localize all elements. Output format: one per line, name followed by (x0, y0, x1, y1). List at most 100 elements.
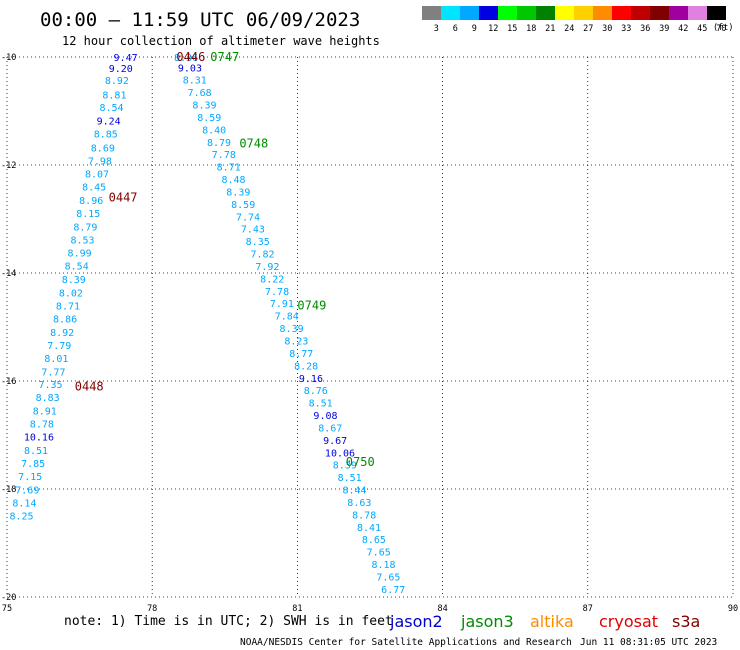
colorbar-swatch (688, 6, 707, 20)
swh-value-label: 8.92 (50, 328, 74, 339)
swh-value-label: 9.20 (109, 64, 133, 75)
swh-value-label: 8.39 (62, 275, 86, 286)
colorbar-tick-label: 36 (640, 24, 650, 34)
colorbar-swatch (555, 6, 574, 20)
pass-time-label: 0446 (176, 50, 205, 64)
swh-value-label: 8.07 (85, 170, 109, 181)
colorbar-tick-label: 21 (545, 24, 555, 34)
colorbar-swatch (460, 6, 479, 20)
pass-time-label: 0747 (210, 50, 239, 64)
swh-value-label: 7.92 (255, 262, 279, 273)
swh-value-label: 8.39 (333, 461, 357, 472)
swh-value-label: 10.06 (325, 448, 355, 459)
swh-value-label: 6.77 (381, 585, 405, 596)
colorbar-tick-label: 39 (659, 24, 669, 34)
satellite-legend-s3a: s3a (672, 612, 700, 631)
colorbar-tick-label: 24 (564, 24, 574, 34)
footer-timestamp: Jun 11 08:31:05 UTC 2023 (580, 637, 717, 648)
plot-grid: 75 78 81 84 87 90 -10 -12 -14 -16 -18 -20 (1, 53, 738, 614)
swh-value-label: 7.78 (212, 150, 236, 161)
colorbar-tick-label: 45 (697, 24, 707, 34)
y-tick-label: -18 (1, 485, 16, 495)
colorbar-tick-label: 33 (621, 24, 631, 34)
colorbar-tick-label: 12 (488, 24, 498, 34)
swh-value-label: 8.78 (30, 420, 54, 431)
colorbar-swatch (536, 6, 555, 20)
satellite-legend-jason3: jason3 (460, 612, 514, 631)
swh-value-label: 8.02 (59, 288, 83, 299)
colorbar-swatch (517, 6, 536, 20)
swh-value-label: 8.45 (82, 183, 106, 194)
swh-value-label: 8.14 (12, 499, 36, 510)
swh-value-label: 8.22 (260, 274, 284, 285)
x-tick-label: 84 (437, 604, 447, 614)
swh-value-label: 8.69 (91, 144, 115, 155)
swh-value-label: 8.91 (33, 407, 57, 418)
swh-value-label: 8.65 (362, 535, 386, 546)
y-tick-label: -16 (1, 377, 16, 387)
swh-value-label: 7.74 (236, 212, 260, 223)
swh-value-label: 7.77 (41, 367, 65, 378)
colorbar-swatch (498, 6, 517, 20)
pass-time-label: 0448 (75, 379, 104, 393)
colorbar-tick-label: 70 (716, 24, 726, 34)
y-tick-label: -12 (1, 161, 16, 171)
swh-value-label: 10.16 (24, 433, 54, 444)
colorbar-tick-label: 18 (526, 24, 536, 34)
swh-value-label: 7.65 (376, 572, 400, 583)
x-tick-label: 87 (583, 604, 593, 614)
colorbar-legend: 3 6 9 12 15 18 21 24 27 30 33 36 39 42 45 70 (422, 6, 726, 34)
swh-value-label: 9.08 (313, 411, 337, 422)
chart-subtitle: 12 hour collection of altimeter wave hei… (62, 34, 380, 48)
swh-value-label: 8.23 (284, 337, 308, 348)
swh-value-label: 7.69 (15, 486, 39, 497)
swh-value-label: 8.51 (309, 399, 333, 410)
swh-value-label: 8.96 (79, 196, 103, 207)
swh-value-label: 8.92 (105, 76, 129, 87)
swh-value-label: 9.03 (178, 63, 202, 74)
satellite-legend-cryosat: cryosat (599, 612, 658, 631)
swh-value-label: 8.67 (318, 423, 342, 434)
swh-value-label: 8.48 (221, 175, 245, 186)
colorbar-swatch (479, 6, 498, 20)
swh-value-label: 8.79 (73, 223, 97, 234)
swh-value-label: 8.28 (294, 361, 318, 372)
colorbar-tick-label: 15 (507, 24, 517, 34)
x-tick-label: 75 (2, 604, 12, 614)
x-tick-label: 81 (292, 604, 302, 614)
swh-value-label: 7.98 (88, 157, 112, 168)
colorbar-swatch (612, 6, 631, 20)
swh-value-label: 8.99 (68, 248, 92, 259)
swh-value-label: 9.47 (114, 53, 138, 64)
swh-value-label: 7.78 (265, 287, 289, 298)
colorbar-swatch (441, 6, 460, 20)
colorbar-tick-label: 6 (453, 24, 458, 34)
satellite-legend-altika: altika (530, 612, 574, 631)
swh-value-label: 9.16 (299, 374, 323, 385)
wave-height-labels: 9.479.208.928.818.549.248.858.697.988.07… (9, 53, 405, 596)
swh-value-label: 8.86 (53, 314, 77, 325)
swh-value-label: 8.85 (94, 130, 118, 141)
footer-note: note: 1) Time is in UTC; 2) SWH is in fe… (64, 614, 393, 629)
swh-value-label: 7.15 (18, 472, 42, 483)
swh-value-label: 8.54 (65, 261, 89, 272)
swh-value-label: 8.77 (289, 349, 313, 360)
pass-time-label: 0447 (109, 190, 138, 204)
swh-value-label: 8.15 (76, 209, 100, 220)
pass-time-label: 0750 (346, 455, 375, 469)
swh-value-label: 8.39 (192, 101, 216, 112)
swh-value-label: 8.54 (99, 103, 123, 114)
colorbar-unit-label: (ft) (713, 23, 733, 33)
y-tick-label: -20 (1, 593, 16, 603)
swh-value-label: 9.24 (97, 117, 121, 128)
colorbar-tick-label: 27 (583, 24, 593, 34)
swh-value-label: 8.63 (347, 498, 371, 509)
swh-value-label: 8.01 (44, 354, 68, 365)
colorbar-swatch (707, 6, 726, 20)
colorbar-swatch (669, 6, 688, 20)
colorbar-swatch (631, 6, 650, 20)
swh-value-label: 8.25 (9, 511, 33, 522)
footer-credit: NOAA/NESDIS Center for Satellite Applica… (240, 637, 572, 648)
y-tick-label: -10 (1, 53, 16, 63)
